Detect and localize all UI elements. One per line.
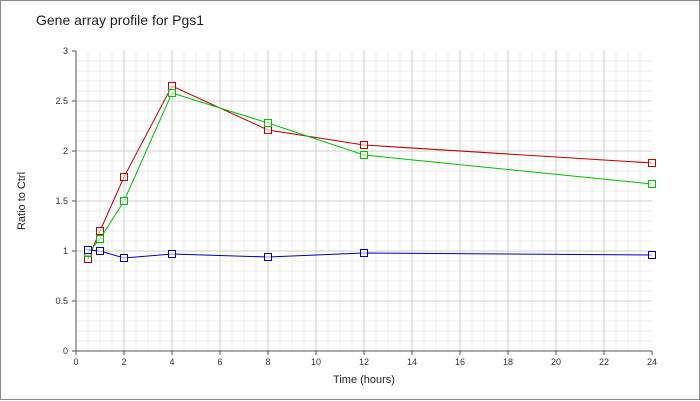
- tick-marks: [72, 50, 653, 355]
- data-point-marker: [648, 159, 656, 167]
- x-tick-label: 6: [217, 357, 222, 367]
- x-tick-label: 22: [599, 357, 609, 367]
- series-2: [84, 89, 656, 257]
- x-tick-label: 8: [265, 357, 270, 367]
- x-tick-label: 0: [73, 357, 78, 367]
- data-point-marker: [96, 235, 104, 243]
- y-tick-label: 1: [63, 246, 68, 256]
- x-tick-label: 14: [407, 357, 417, 367]
- x-tick-label: 4: [169, 357, 174, 367]
- y-tick-label: 2: [63, 146, 68, 156]
- series-1: [84, 82, 656, 263]
- y-tick-label: 3: [63, 46, 68, 56]
- data-point-marker: [120, 254, 128, 262]
- y-axis-label-text: Ratio to Ctrl: [16, 171, 28, 231]
- data-point-marker: [168, 250, 176, 258]
- series-3: [84, 246, 656, 262]
- x-tick-label: 18: [503, 357, 513, 367]
- data-point-marker: [96, 247, 104, 255]
- data-point-marker: [168, 82, 176, 90]
- data-point-marker: [120, 197, 128, 205]
- data-point-marker: [360, 141, 368, 149]
- data-point-marker: [84, 246, 92, 254]
- data-point-marker: [264, 253, 272, 261]
- x-tick-label: 24: [647, 357, 657, 367]
- y-tick-label: 1.5: [55, 196, 68, 206]
- y-tick-label: 0: [63, 346, 68, 356]
- data-point-marker: [648, 251, 656, 259]
- data-point-marker: [648, 180, 656, 188]
- series-layer: [84, 82, 656, 263]
- data-point-marker: [96, 227, 104, 235]
- x-tick-label: 10: [311, 357, 321, 367]
- data-point-marker: [264, 126, 272, 134]
- major-grid: [76, 51, 652, 351]
- x-tick-label: 2: [121, 357, 126, 367]
- chart-title: Gene array profile for Pgs1: [36, 12, 205, 28]
- data-point-marker: [360, 151, 368, 159]
- y-tick-label: 0.5: [55, 296, 68, 306]
- data-point-marker: [264, 119, 272, 127]
- data-point-marker: [360, 249, 368, 257]
- x-tick-label: 20: [551, 357, 561, 367]
- x-tick-label: 12: [359, 357, 369, 367]
- data-point-marker: [120, 173, 128, 181]
- y-tick-label: 2.5: [55, 96, 68, 106]
- data-point-marker: [168, 89, 176, 97]
- x-tick-label: 16: [455, 357, 465, 367]
- x-axis-label-text: Time (hours): [333, 374, 395, 386]
